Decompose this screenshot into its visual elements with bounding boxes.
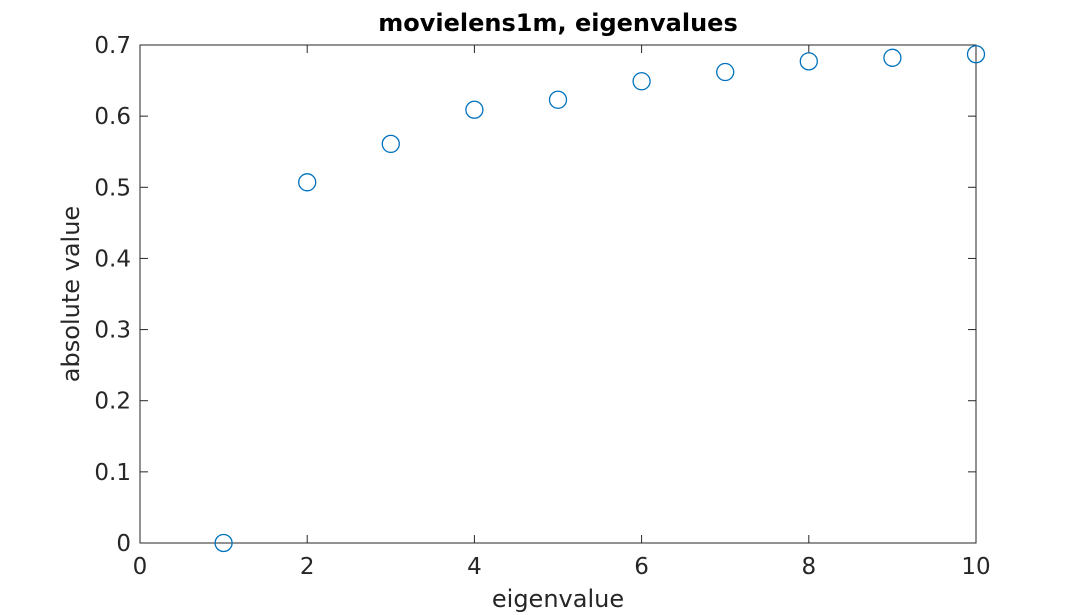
data-point [799, 52, 818, 71]
data-point [966, 45, 986, 64]
plot-area [139, 44, 977, 544]
data-point [632, 72, 651, 91]
y-tick-label: 0.4 [94, 246, 131, 272]
y-axis-label: absolute value [57, 206, 85, 382]
y-axis: 0 0.1 0.2 0.3 0.4 0.5 0.6 0.7 [94, 33, 976, 557]
data-markers [214, 45, 986, 553]
data-point [298, 173, 317, 192]
x-tick-label: 2 [300, 554, 315, 580]
x-axis: 0 2 4 6 8 10 [133, 45, 991, 580]
x-tick-label: 8 [801, 554, 816, 580]
y-tick-label: 0.2 [94, 389, 131, 415]
y-tick-label: 0.5 [94, 175, 131, 201]
data-point [381, 134, 400, 154]
x-tick-label: 0 [133, 554, 148, 580]
y-tick-label: 0.1 [94, 460, 131, 486]
data-point [548, 90, 568, 109]
data-point [214, 533, 233, 553]
x-tick-label: 10 [961, 554, 990, 580]
y-tick-label: 0.7 [94, 33, 131, 59]
chart-title: movielens1m, eigenvalues [378, 9, 737, 37]
y-tick-label: 0 [116, 531, 131, 557]
x-tick-label: 4 [467, 554, 482, 580]
x-tick-label: 6 [634, 554, 649, 580]
data-point [465, 100, 484, 119]
data-point [716, 62, 735, 82]
y-tick-label: 0.6 [94, 104, 131, 130]
data-point [883, 48, 902, 67]
y-tick-label: 0.3 [94, 318, 131, 344]
x-axis-label: eigenvalue [492, 585, 624, 613]
